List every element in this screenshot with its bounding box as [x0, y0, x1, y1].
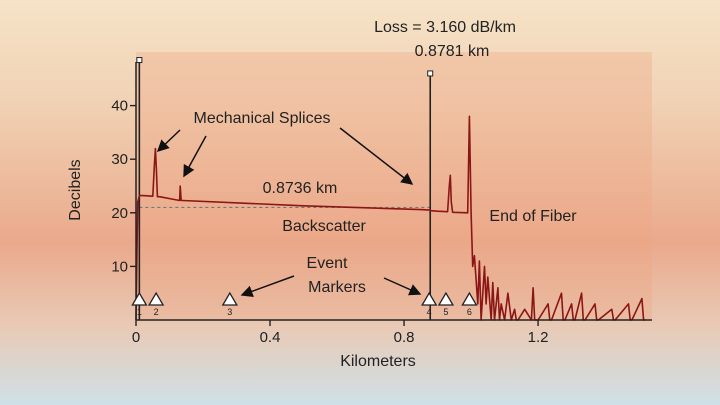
event-marker: [147, 291, 165, 306]
event-marker-number: 1: [137, 307, 142, 317]
splice-arrow-1: [156, 129, 181, 153]
event-marker-number: 5: [443, 307, 448, 317]
splices-annotation: Mechanical Splices: [194, 110, 331, 127]
event-marker-number: 4: [427, 307, 432, 317]
event-marker: [437, 291, 455, 306]
y-axis-label: Decibels: [67, 159, 84, 220]
y-tick-label: 20: [111, 205, 128, 222]
x-tick-label: 0.4: [260, 329, 281, 346]
event-annotation-line1: Event: [307, 255, 348, 272]
tick-layer: 0 0.4 0.8 1.2 10 20 30 40: [111, 98, 548, 346]
splice-arrow-2: [183, 135, 207, 178]
cursor-handle: [136, 57, 143, 64]
event-marker-number: 3: [227, 307, 232, 317]
event-marker: [221, 291, 238, 306]
y-tick-label: 40: [111, 98, 128, 115]
event-marker-layer: 1 2 3 4 5 6: [131, 291, 478, 317]
event-marker-number: 6: [467, 307, 472, 317]
x-tick-label: 0: [132, 329, 140, 346]
event-marker-number: 2: [154, 307, 159, 317]
y-tick-label: 10: [111, 258, 128, 275]
event-arrow-left: [240, 275, 295, 298]
cursor-handle: [427, 70, 434, 77]
plot-area: [136, 52, 652, 319]
loss-annotation: Loss = 3.160 dB/km: [374, 19, 516, 36]
event-annotation-line2: Markers: [308, 279, 366, 296]
annotation-arrows: [156, 127, 422, 298]
x-tick-label: 1.2: [528, 329, 549, 346]
y-tick-label: 30: [111, 151, 128, 168]
event-arrow-right: [383, 277, 422, 296]
distance-annotation: 0.8781 km: [415, 43, 490, 60]
splice-arrow-3: [339, 127, 414, 185]
end-of-fiber-annotation: End of Fiber: [489, 208, 577, 225]
event-marker: [421, 291, 438, 306]
backscatter-annotation: Backscatter: [282, 218, 366, 235]
x-axis-label: Kilometers: [340, 353, 416, 370]
event-marker: [461, 291, 478, 306]
x-tick-label: 0.8: [394, 329, 415, 346]
segment-annotation: 0.8736 km: [263, 180, 338, 197]
event-marker: [131, 291, 148, 306]
